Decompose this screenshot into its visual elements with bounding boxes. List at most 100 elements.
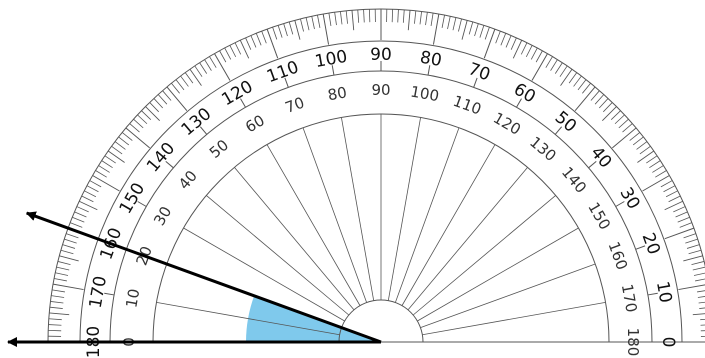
degree-tick xyxy=(545,56,553,68)
degree-tick xyxy=(655,170,667,178)
degree-tick xyxy=(700,318,705,321)
inner-scale-label: 140 xyxy=(558,163,590,197)
degree-tick xyxy=(568,72,578,84)
degree-tick xyxy=(461,20,468,40)
degree-tick xyxy=(550,59,558,71)
degree-tick xyxy=(214,53,231,81)
degree-tick xyxy=(603,102,613,113)
inner-scale-label: 100 xyxy=(409,82,440,105)
degree-tick xyxy=(560,68,573,86)
degree-tick xyxy=(129,123,140,133)
outer-scale-label: 80 xyxy=(418,48,443,71)
radial-spoke xyxy=(341,117,375,301)
degree-tick xyxy=(602,106,617,121)
degree-tick xyxy=(614,114,625,125)
degree-tick xyxy=(693,272,705,276)
degree-tick xyxy=(107,150,125,163)
degree-tick xyxy=(137,114,148,125)
degree-tick xyxy=(76,206,89,213)
inner-scale-label: 50 xyxy=(206,136,232,162)
degree-tick xyxy=(204,59,212,71)
radial-spoke xyxy=(266,144,361,306)
degree-tick xyxy=(104,155,116,164)
radial-spoke xyxy=(156,302,340,336)
degree-tick xyxy=(52,289,66,293)
degree-tick xyxy=(397,9,399,23)
degree-tick xyxy=(55,272,69,276)
inner-scale-label: 170 xyxy=(618,283,641,314)
degree-tick xyxy=(612,127,637,149)
degree-tick xyxy=(283,23,288,37)
degree-tick xyxy=(81,195,94,203)
degree-tick xyxy=(402,9,405,23)
degree-tick xyxy=(664,227,695,240)
radial-spoke xyxy=(206,195,350,316)
degree-tick xyxy=(219,50,227,63)
degree-tick xyxy=(340,11,343,25)
scale-tick xyxy=(588,160,597,169)
degree-tick xyxy=(692,313,705,316)
degree-tick xyxy=(512,40,523,59)
outer-scale-label: 170 xyxy=(86,274,111,309)
degree-tick xyxy=(505,35,512,48)
degree-tick xyxy=(525,45,533,58)
radial-spoke xyxy=(387,117,421,301)
degree-tick xyxy=(692,266,705,271)
radial-spoke xyxy=(234,167,355,311)
degree-tick xyxy=(50,301,64,304)
degree-tick xyxy=(229,45,237,58)
scale-tick xyxy=(554,126,563,135)
degree-tick xyxy=(664,200,683,211)
inner-scale-label: 10 xyxy=(122,287,143,309)
center-arc xyxy=(338,299,424,343)
scale-tick xyxy=(165,160,174,169)
degree-tick xyxy=(698,301,705,304)
degree-tick xyxy=(474,23,479,37)
degree-tick xyxy=(484,27,490,40)
degree-tick xyxy=(695,278,705,282)
degree-tick xyxy=(224,47,232,60)
degree-tick xyxy=(199,62,208,74)
degree-tick xyxy=(500,33,507,46)
degree-tick xyxy=(111,145,123,155)
inner-scale-label: 40 xyxy=(175,167,201,193)
degree-tick xyxy=(141,110,152,120)
degree-tick xyxy=(57,261,71,265)
degree-tick xyxy=(157,94,168,105)
inner-scale-label: 130 xyxy=(526,133,560,165)
degree-tick xyxy=(60,249,74,255)
degree-tick xyxy=(49,306,63,309)
radial-spoke xyxy=(183,227,345,322)
degree-tick xyxy=(277,25,283,38)
degree-tick xyxy=(305,17,310,31)
degree-tick xyxy=(441,15,445,28)
inner-scale-label: 120 xyxy=(490,109,524,139)
degree-tick xyxy=(414,10,417,24)
degree-tick xyxy=(652,165,664,173)
radial-spoke xyxy=(420,263,596,329)
degree-tick xyxy=(691,261,705,265)
degree-tick xyxy=(483,28,496,59)
degree-tick xyxy=(699,307,705,309)
degree-tick xyxy=(495,30,501,44)
degree-tick xyxy=(54,278,67,282)
degree-tick xyxy=(425,12,428,26)
inner-scale-label: 90 xyxy=(371,81,390,99)
inner-scale-label: 80 xyxy=(326,83,348,104)
degree-tick xyxy=(594,94,605,105)
degree-tick xyxy=(245,37,252,50)
degree-tick xyxy=(49,312,70,316)
degree-tick xyxy=(101,160,113,169)
degree-tick xyxy=(646,155,658,164)
degree-tick xyxy=(300,18,304,32)
radial-spoke xyxy=(302,127,368,303)
degree-tick xyxy=(180,75,189,87)
degree-tick xyxy=(685,238,698,244)
degree-tick xyxy=(64,238,77,244)
degree-tick xyxy=(84,190,97,198)
degree-tick xyxy=(622,123,633,133)
scale-tick xyxy=(427,65,431,76)
degree-tick xyxy=(162,90,172,101)
outer-scale-label: 10 xyxy=(652,280,675,305)
degree-tick xyxy=(573,75,582,87)
